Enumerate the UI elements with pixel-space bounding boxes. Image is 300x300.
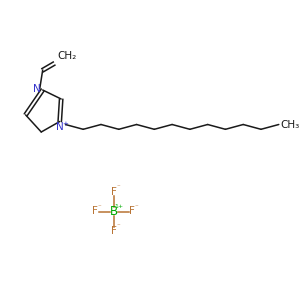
- Text: ⁻: ⁻: [135, 204, 139, 210]
- Text: +: +: [62, 121, 68, 127]
- Text: ⁻: ⁻: [98, 204, 102, 210]
- Text: N: N: [32, 84, 40, 94]
- Text: ⁻: ⁻: [116, 224, 120, 230]
- Text: CH₂: CH₂: [57, 51, 76, 61]
- Text: F: F: [129, 206, 135, 217]
- Text: F: F: [111, 226, 117, 236]
- Text: CH₃: CH₃: [280, 119, 299, 130]
- Text: ⁻: ⁻: [116, 185, 120, 191]
- Text: 1+: 1+: [114, 204, 124, 209]
- Text: B: B: [110, 205, 118, 218]
- Text: N: N: [56, 122, 64, 132]
- Text: F: F: [111, 187, 117, 197]
- Text: F: F: [92, 206, 98, 217]
